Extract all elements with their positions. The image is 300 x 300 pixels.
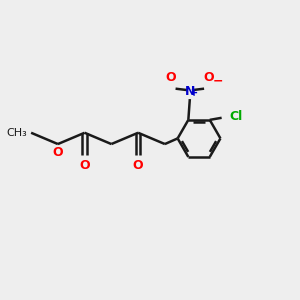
Text: O: O [165, 71, 176, 84]
Text: O: O [52, 146, 63, 158]
Text: O: O [133, 159, 143, 172]
Text: O: O [79, 159, 90, 172]
Text: O: O [204, 71, 214, 84]
Text: −: − [212, 74, 223, 87]
Text: +: + [190, 88, 198, 98]
Text: CH₃: CH₃ [7, 128, 28, 138]
Text: N: N [184, 85, 195, 98]
Text: Cl: Cl [229, 110, 242, 123]
